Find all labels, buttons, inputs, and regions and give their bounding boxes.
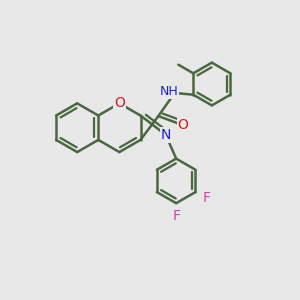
Text: O: O	[114, 96, 125, 110]
Text: F: F	[172, 209, 180, 223]
Text: NH: NH	[160, 85, 179, 98]
Text: F: F	[202, 191, 210, 205]
Text: N: N	[160, 128, 171, 142]
Text: O: O	[177, 118, 188, 132]
